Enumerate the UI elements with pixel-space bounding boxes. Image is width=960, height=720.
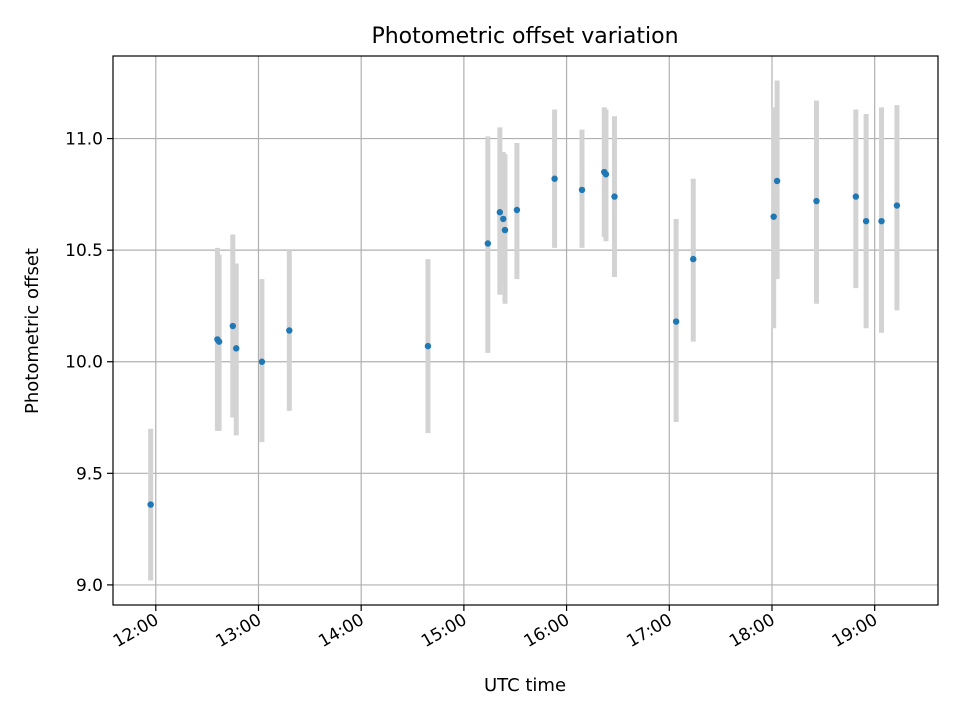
y-axis-label: Photometric offset — [22, 248, 43, 414]
data-points — [147, 168, 901, 508]
x-tick-label: 19:00 — [829, 610, 881, 652]
data-point — [513, 206, 521, 214]
data-point — [770, 213, 777, 220]
data-point — [500, 215, 507, 223]
data-point — [852, 193, 860, 200]
data-point — [551, 175, 558, 182]
y-tick-label: 9.5 — [76, 464, 103, 484]
x-tick-label: 12:00 — [110, 610, 162, 652]
x-tick-label: 16:00 — [521, 610, 573, 652]
data-point — [578, 186, 586, 194]
data-point — [147, 501, 154, 508]
data-point — [813, 197, 820, 205]
data-point — [773, 177, 781, 185]
plot-frame — [112, 55, 939, 606]
x-tick-label: 15:00 — [418, 610, 470, 652]
data-point — [672, 318, 680, 325]
data-point — [496, 209, 504, 216]
data-point — [501, 226, 509, 234]
y-axis-ticks: 9.0 9.5 10.0 10.5 11.0 — [65, 130, 113, 596]
x-tick-label: 14:00 — [315, 610, 367, 652]
data-point — [258, 358, 266, 365]
y-tick-label: 9.0 — [76, 576, 103, 596]
data-point — [893, 202, 901, 209]
y-tick-label: 10.5 — [65, 241, 103, 261]
data-point — [233, 345, 240, 352]
x-tick-label: 18:00 — [726, 610, 778, 652]
error-bars — [148, 80, 900, 581]
x-axis-label: UTC time — [484, 675, 566, 696]
data-point — [424, 342, 432, 350]
data-point — [229, 322, 237, 330]
chart-title: Photometric offset variation — [371, 24, 678, 49]
data-point — [690, 255, 697, 263]
grid-lines — [113, 56, 938, 605]
x-tick-label: 13:00 — [213, 610, 265, 652]
data-point — [215, 338, 223, 345]
y-tick-label: 11.0 — [65, 130, 103, 150]
data-point — [611, 193, 618, 200]
data-point — [286, 327, 293, 334]
x-tick-label: 17:00 — [623, 610, 675, 652]
data-point — [484, 240, 492, 247]
y-tick-label: 10.0 — [65, 353, 103, 373]
data-point — [878, 217, 885, 225]
data-point — [862, 217, 870, 225]
x-axis-ticks: 12:00 13:00 14:00 15:00 16:00 17:00 18:00 19:00 — [110, 605, 881, 652]
data-point — [602, 171, 610, 178]
